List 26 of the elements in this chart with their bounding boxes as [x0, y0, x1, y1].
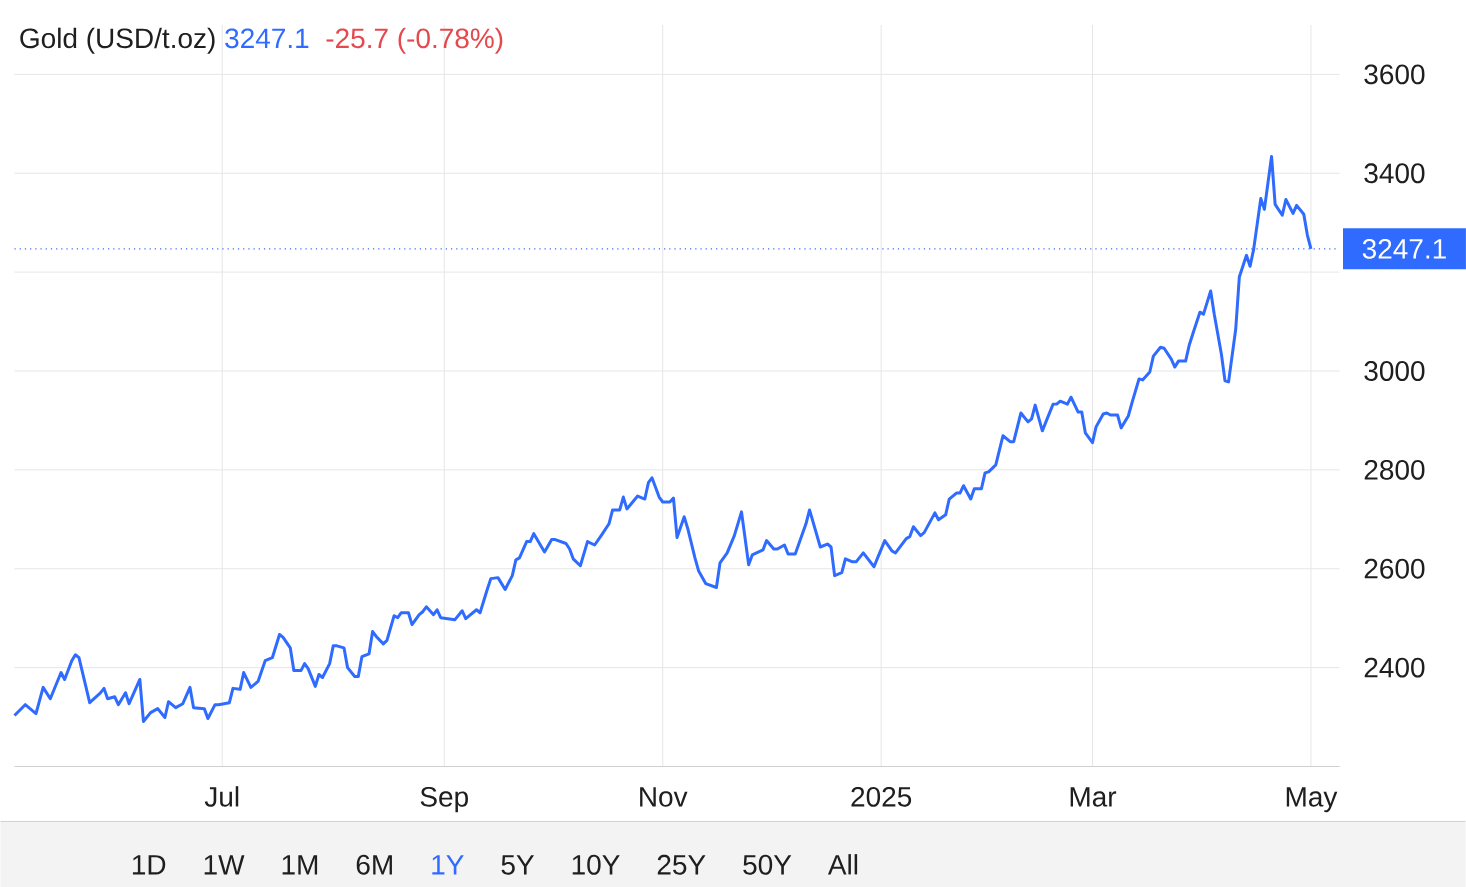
ref-line-label: 3247.1	[1362, 238, 1446, 259]
text: All	[827, 853, 858, 875]
text: 5Y	[501, 854, 535, 875]
y-tick-label: 3600	[1364, 64, 1425, 85]
text: 50Y	[743, 854, 792, 875]
x-tick-label: May	[1286, 787, 1338, 813]
chart-title: Gold (USD/t.oz)	[20, 27, 215, 54]
text: 1Y	[432, 854, 464, 875]
text: 25Y	[657, 854, 706, 875]
y-tick-label: 2400	[1364, 657, 1425, 678]
text: 1D	[132, 854, 166, 875]
y-tick-label: 3000	[1364, 360, 1425, 381]
annotation: 3247.1	[225, 28, 309, 49]
x-tick-label: Sep	[420, 786, 468, 813]
x-tick-label: Jul	[204, 785, 239, 807]
text: 10Y	[572, 854, 620, 875]
annotation: -25.7 (-0.78%)	[326, 27, 503, 54]
x-tick-label: Mar	[1070, 787, 1117, 807]
x-tick-label: Nov	[640, 787, 688, 807]
y-tick-label: 2800	[1364, 459, 1425, 480]
text: 1M	[282, 854, 318, 875]
text: 1W	[204, 854, 245, 875]
x-tick-label: 2025	[851, 786, 912, 807]
y-tick-label: 2600	[1364, 558, 1425, 579]
y-tick-label: 3400	[1364, 163, 1425, 183]
text: 6M	[356, 854, 392, 875]
